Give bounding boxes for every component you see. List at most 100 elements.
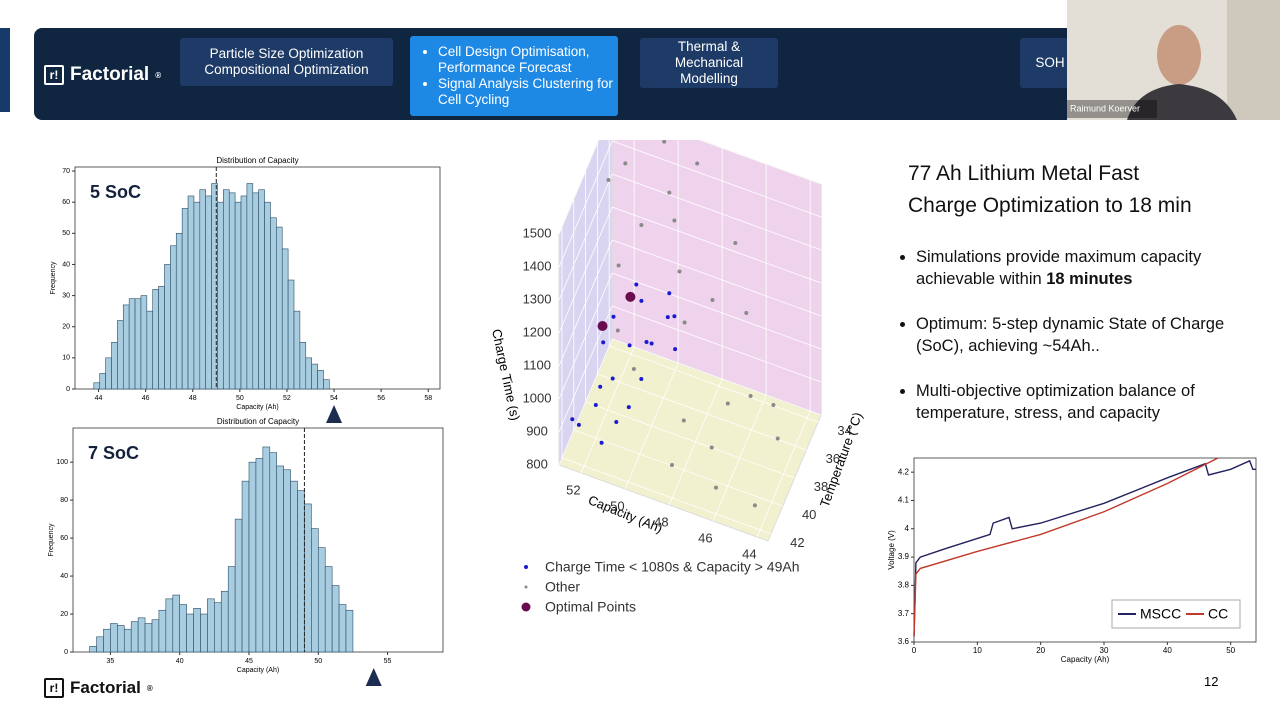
y-tick-label: 34 bbox=[837, 423, 851, 438]
legend-label: Other bbox=[545, 579, 580, 595]
bar bbox=[110, 623, 118, 653]
tab-item: Signal Analysis Clustering for Cell Cycl… bbox=[438, 76, 618, 108]
y-tick-label: 42 bbox=[790, 535, 804, 550]
z-axis-label: Charge Time (s) bbox=[489, 328, 523, 422]
x-tick-label: 44 bbox=[95, 395, 103, 402]
bar bbox=[223, 189, 230, 390]
bar bbox=[240, 195, 248, 390]
x-tick-label: 40 bbox=[176, 658, 184, 665]
bullet: Simulations provide maximum capacity ach… bbox=[916, 246, 1276, 290]
name-bg bbox=[1067, 100, 1157, 118]
tab-line: Modelling bbox=[680, 71, 738, 86]
point bbox=[623, 161, 628, 166]
tab-active[interactable]: Cell Design Optimisation, Performance Fo… bbox=[410, 36, 618, 116]
bar bbox=[299, 341, 307, 390]
point bbox=[752, 503, 757, 508]
x-tick-label: 52 bbox=[566, 483, 580, 498]
y-tick-label: 4.2 bbox=[898, 467, 910, 476]
tab[interactable]: Thermal & Mechanical Modelling bbox=[640, 38, 778, 88]
logo-mark: ® bbox=[155, 70, 162, 80]
grid-line bbox=[612, 140, 822, 218]
legend-label: CC bbox=[1208, 606, 1228, 622]
x-tick-label: 30 bbox=[1100, 646, 1109, 655]
bar bbox=[123, 628, 132, 653]
x-tick-label: 45 bbox=[245, 658, 253, 665]
grid-line bbox=[558, 173, 613, 301]
bar bbox=[311, 363, 318, 390]
x-tick-label: 40 bbox=[1163, 646, 1172, 655]
grid-line bbox=[612, 239, 822, 317]
bar bbox=[146, 310, 154, 390]
legend-swatch bbox=[524, 565, 528, 569]
bar bbox=[144, 623, 153, 653]
bar bbox=[345, 609, 354, 653]
bar bbox=[276, 226, 283, 390]
series-line bbox=[913, 459, 1256, 637]
bar bbox=[151, 619, 160, 653]
bar bbox=[304, 503, 312, 653]
bar bbox=[117, 320, 124, 390]
y-tick-label: 80 bbox=[60, 497, 68, 504]
bullet-list: Simulations provide maximum capacity ach… bbox=[885, 246, 1276, 447]
y-axis-label: Frequency bbox=[48, 523, 55, 557]
z-tick-label: 1300 bbox=[523, 291, 552, 306]
bar bbox=[255, 458, 264, 653]
y-tick-label: 4 bbox=[905, 524, 910, 533]
bar bbox=[179, 604, 187, 653]
bar bbox=[246, 183, 254, 390]
tab-line: Compositional Optimization bbox=[204, 62, 369, 77]
wall-shade bbox=[1227, 0, 1280, 120]
bar bbox=[122, 304, 130, 390]
bar bbox=[105, 357, 112, 390]
bar bbox=[128, 298, 136, 390]
point bbox=[649, 341, 654, 346]
video-tile: Raimund Koerver bbox=[1067, 0, 1280, 120]
point bbox=[597, 321, 608, 331]
z-tick-label: 1400 bbox=[523, 258, 552, 273]
series-line bbox=[913, 457, 1219, 637]
point bbox=[748, 394, 753, 398]
bar bbox=[211, 183, 218, 390]
bar bbox=[252, 192, 259, 390]
bar bbox=[283, 469, 291, 653]
point bbox=[710, 298, 715, 302]
bar bbox=[264, 201, 271, 390]
x-axis-label: Capacity (Ah) bbox=[1061, 655, 1110, 664]
bar bbox=[305, 357, 312, 390]
logo-text: Factorial bbox=[70, 678, 141, 697]
bar bbox=[317, 370, 324, 390]
y-tick-label: 40 bbox=[60, 573, 68, 580]
point bbox=[733, 241, 738, 245]
grid-line bbox=[558, 140, 613, 268]
edge-bar bbox=[0, 28, 10, 112]
logo-icon: r! bbox=[44, 678, 64, 698]
grid-line bbox=[612, 173, 822, 251]
bar bbox=[158, 285, 165, 390]
bar bbox=[200, 613, 208, 653]
logo: r! Factorial ® bbox=[44, 64, 161, 86]
bar bbox=[241, 480, 250, 653]
point bbox=[593, 403, 598, 407]
x-tick-label: 58 bbox=[424, 395, 432, 402]
bar bbox=[89, 646, 97, 653]
x-tick-label: 56 bbox=[377, 395, 385, 402]
x-tick-label: 55 bbox=[384, 658, 392, 665]
point bbox=[610, 376, 615, 381]
bar bbox=[172, 594, 181, 653]
bar bbox=[217, 201, 224, 390]
bar bbox=[103, 628, 111, 653]
bullet-bold: 18 minutes bbox=[1046, 270, 1133, 288]
y-tick-label: 3.9 bbox=[898, 552, 910, 561]
bar bbox=[290, 480, 298, 653]
bullet-text: Multi-objective optimization balance of … bbox=[916, 382, 1195, 422]
tab[interactable]: Particle Size Optimization Compositional… bbox=[180, 38, 393, 86]
chart-annotation: 5 SoC bbox=[90, 182, 141, 202]
grid-line bbox=[612, 305, 822, 383]
bar bbox=[134, 298, 142, 390]
y-tick-label: 10 bbox=[62, 355, 70, 362]
x-tick-label: 44 bbox=[742, 547, 756, 562]
grid-line bbox=[558, 206, 613, 334]
point bbox=[681, 418, 686, 423]
bullet-text: Simulations provide maximum capacity ach… bbox=[916, 248, 1202, 288]
x-tick-label: 35 bbox=[107, 658, 115, 665]
